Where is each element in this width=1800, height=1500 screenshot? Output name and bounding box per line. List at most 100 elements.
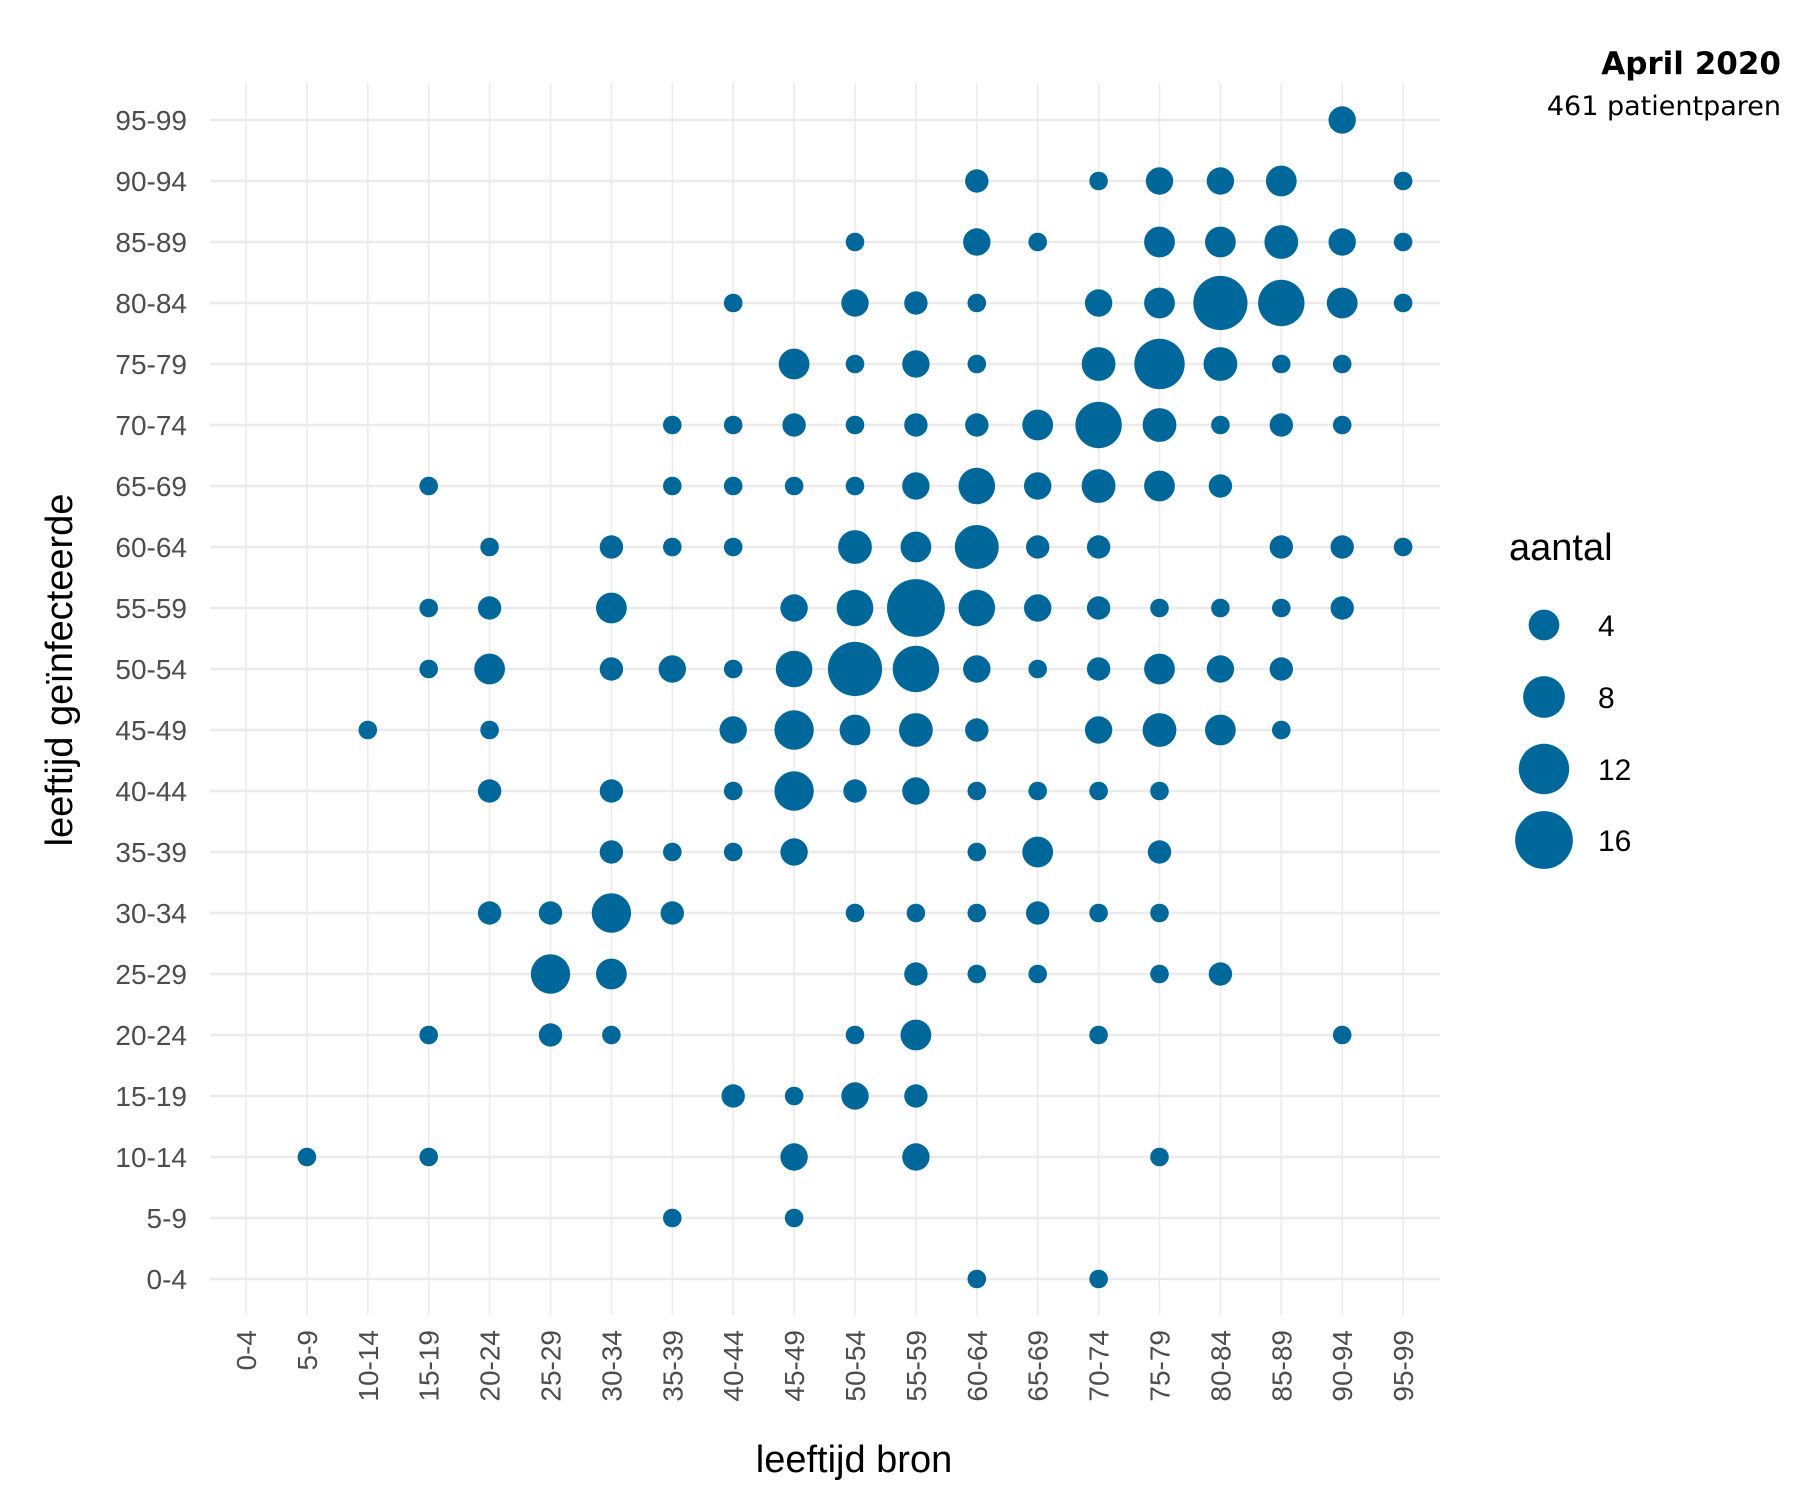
- y-tick-label: 10-14: [115, 1142, 187, 1173]
- x-tick-label: 15-19: [414, 1330, 445, 1402]
- data-point: [838, 530, 872, 564]
- data-point: [958, 467, 996, 505]
- x-tick-label: 40-44: [718, 1330, 749, 1402]
- x-tick-label: 50-54: [840, 1330, 871, 1402]
- data-point: [902, 472, 930, 500]
- data-point: [1150, 964, 1169, 984]
- data-point: [358, 720, 378, 740]
- data-point: [599, 535, 624, 559]
- data-point: [1328, 106, 1356, 134]
- x-tick-label: 35-39: [657, 1330, 688, 1402]
- legend-key: [1518, 743, 1570, 795]
- data-point: [1211, 598, 1230, 618]
- x-tick-label: 75-79: [1145, 1330, 1176, 1402]
- data-point: [1150, 903, 1169, 923]
- data-point: [599, 657, 624, 681]
- legend-label: 12: [1598, 754, 1631, 787]
- data-point: [591, 893, 632, 933]
- data-point: [538, 1023, 563, 1047]
- data-point: [602, 1025, 621, 1045]
- data-point: [1332, 415, 1352, 435]
- data-point: [1206, 167, 1235, 195]
- y-tick-label: 5-9: [147, 1203, 187, 1234]
- y-tick-label: 90-94: [115, 166, 187, 197]
- x-tick-label: 80-84: [1205, 1330, 1236, 1402]
- data-point: [1086, 535, 1111, 559]
- data-points: [297, 106, 1413, 1289]
- data-point: [1144, 226, 1175, 258]
- data-point: [1330, 535, 1354, 559]
- data-point: [1144, 653, 1175, 685]
- y-tick-label: 95-99: [115, 105, 187, 136]
- data-point: [906, 903, 926, 923]
- data-point: [1269, 535, 1294, 559]
- data-point: [774, 771, 814, 811]
- data-point: [1089, 781, 1108, 801]
- data-point: [1211, 415, 1230, 435]
- data-point: [723, 415, 743, 435]
- data-point: [599, 840, 624, 864]
- data-point: [1206, 655, 1235, 683]
- data-point: [1089, 171, 1108, 191]
- x-tick-label: 55-59: [901, 1330, 932, 1402]
- data-point: [1026, 535, 1050, 559]
- data-point: [474, 653, 505, 685]
- data-point: [723, 537, 743, 557]
- data-point: [1193, 275, 1248, 331]
- y-tick-label: 55-59: [115, 593, 187, 624]
- data-point: [839, 714, 871, 746]
- data-point: [1028, 232, 1047, 252]
- data-point: [1393, 171, 1413, 191]
- data-point: [723, 781, 743, 801]
- x-tick-label: 25-29: [536, 1330, 567, 1402]
- x-tick-label: 0-4: [231, 1330, 262, 1370]
- data-point: [1208, 962, 1233, 986]
- data-point: [477, 779, 502, 803]
- data-point: [845, 354, 865, 374]
- y-tick-label: 50-54: [115, 654, 187, 685]
- data-point: [1393, 537, 1413, 557]
- data-point: [530, 954, 571, 994]
- data-point: [1150, 1147, 1169, 1167]
- data-point: [1144, 470, 1175, 502]
- data-point: [892, 645, 940, 693]
- data-point: [774, 710, 814, 750]
- y-tick-label: 40-44: [115, 776, 187, 807]
- x-tick-label: 20-24: [475, 1330, 506, 1402]
- data-point: [784, 476, 804, 496]
- data-point: [1326, 287, 1358, 319]
- data-point: [538, 901, 563, 925]
- data-point: [1272, 354, 1291, 374]
- data-point: [902, 1143, 930, 1171]
- data-point: [658, 655, 686, 683]
- data-point: [1023, 594, 1052, 622]
- data-point: [965, 718, 989, 742]
- data-point: [1081, 347, 1116, 381]
- data-point: [1022, 836, 1054, 868]
- data-point: [1330, 596, 1354, 620]
- data-point: [596, 958, 627, 990]
- data-point: [1205, 226, 1236, 258]
- y-tick-label: 70-74: [115, 410, 187, 441]
- data-point: [887, 579, 945, 637]
- data-point: [900, 531, 932, 563]
- data-point: [1084, 289, 1113, 317]
- data-point: [599, 779, 624, 803]
- data-point: [1081, 469, 1116, 503]
- data-point: [1022, 409, 1054, 441]
- data-point: [1086, 657, 1111, 681]
- data-point: [723, 476, 743, 496]
- data-point: [827, 641, 883, 697]
- data-point: [784, 1208, 804, 1228]
- data-point: [1075, 401, 1122, 449]
- y-tick-label: 25-29: [115, 959, 187, 990]
- data-point: [904, 962, 928, 986]
- data-point: [1269, 413, 1294, 437]
- data-point: [1203, 347, 1238, 381]
- data-point: [1084, 716, 1113, 744]
- data-point: [1147, 840, 1172, 864]
- data-point: [1023, 472, 1052, 500]
- data-point: [419, 476, 439, 496]
- data-point: [477, 901, 502, 925]
